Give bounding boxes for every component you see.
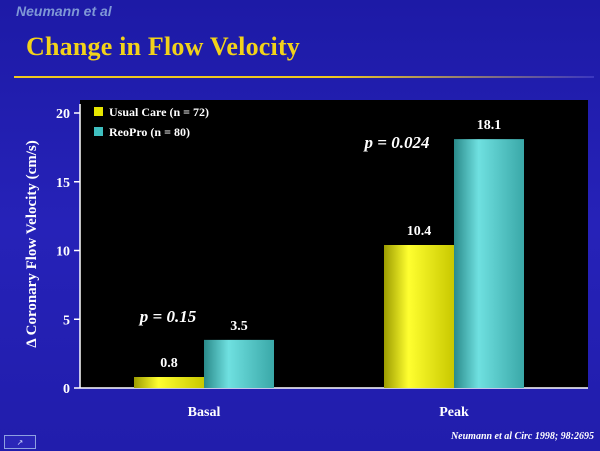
y-tick-label: 10 xyxy=(56,245,70,260)
data-label: 10.4 xyxy=(407,224,432,239)
p-value-basal: p = 0.15 xyxy=(138,307,197,326)
y-axis-label: Δ Coronary Flow Velocity (cm/s) xyxy=(24,140,40,347)
data-label: 3.5 xyxy=(230,319,248,334)
data-label: 18.1 xyxy=(477,118,502,133)
data-label: 0.8 xyxy=(160,356,178,371)
p-value-peak: p = 0.024 xyxy=(363,133,430,152)
citation: Neumann et al Circ 1998; 98:2695 xyxy=(450,431,594,442)
bar-usual-care-peak xyxy=(384,245,454,388)
bar-reopro-peak xyxy=(454,139,524,388)
title-underline xyxy=(14,76,594,78)
y-tick-label: 15 xyxy=(56,176,70,191)
legend-label: Usual Care (n = 72) xyxy=(109,105,209,119)
y-tick-label: 20 xyxy=(56,107,70,122)
x-tick-label: Basal xyxy=(188,405,221,420)
x-tick-label: Peak xyxy=(439,405,469,420)
legend-swatch xyxy=(94,127,103,136)
legend-label: ReoPro (n = 80) xyxy=(109,125,190,139)
page-title: Change in Flow Velocity xyxy=(26,32,301,61)
slide-navigation-icon[interactable]: ↗ xyxy=(4,435,36,449)
y-tick-label: 5 xyxy=(63,313,70,328)
y-tick-label: 0 xyxy=(63,382,70,397)
bar-reopro-basal xyxy=(204,339,274,388)
legend-swatch xyxy=(94,107,103,116)
bar-usual-care-basal xyxy=(134,377,204,388)
author-label: Neumann et al xyxy=(16,3,112,19)
